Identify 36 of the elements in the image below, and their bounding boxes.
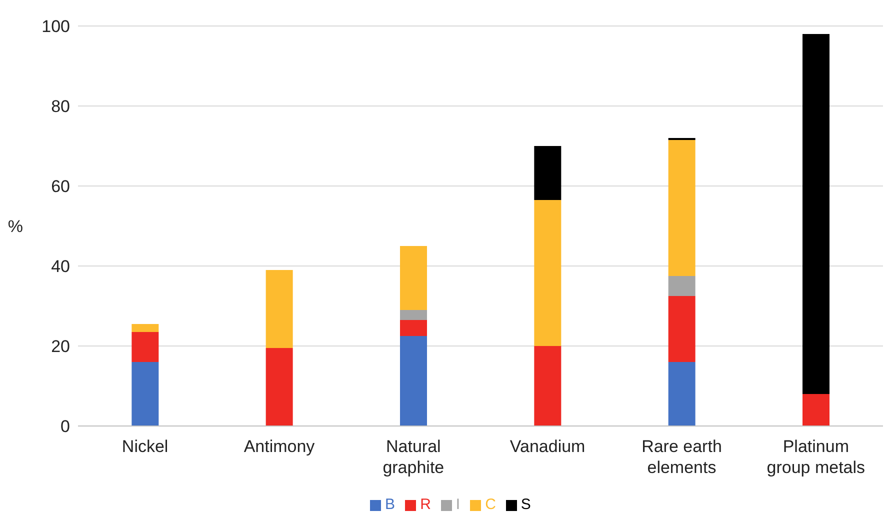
bar — [132, 362, 159, 426]
legend-label: S — [520, 496, 531, 513]
x-tick-label: Vanadium — [510, 437, 586, 456]
bar — [266, 270, 293, 348]
y-tick-label: 80 — [51, 97, 70, 116]
bar — [132, 332, 159, 362]
y-axis-title: % — [8, 217, 23, 236]
y-tick-label: 40 — [51, 257, 70, 276]
bar — [400, 336, 427, 426]
bar — [534, 346, 562, 426]
bar — [534, 200, 562, 346]
bar — [400, 320, 427, 336]
bar — [668, 362, 696, 426]
bar — [802, 34, 830, 394]
x-tick-label: Rare earth elements — [642, 437, 722, 477]
x-tick-label: Platinum group metals — [766, 437, 866, 477]
bar — [668, 140, 696, 276]
legend-label: B — [385, 496, 396, 513]
x-tick-label: Antimony — [244, 437, 316, 456]
legend-label: R — [420, 496, 431, 513]
y-tick-label: 100 — [42, 17, 70, 36]
y-tick-label: 0 — [60, 417, 70, 436]
bar — [668, 276, 696, 296]
y-tick-label: 60 — [51, 177, 70, 196]
bar — [266, 348, 293, 426]
legend-label: I — [456, 496, 460, 513]
legend-label: C — [485, 496, 496, 513]
bar — [132, 324, 159, 332]
bar — [668, 296, 696, 362]
x-tick-label: Natural graphite — [382, 437, 444, 477]
bar — [534, 146, 562, 200]
y-tick-label: 20 — [51, 337, 70, 356]
x-tick-label: Nickel — [122, 437, 168, 456]
bar — [400, 310, 427, 320]
bar — [400, 246, 427, 310]
bar — [802, 394, 830, 426]
